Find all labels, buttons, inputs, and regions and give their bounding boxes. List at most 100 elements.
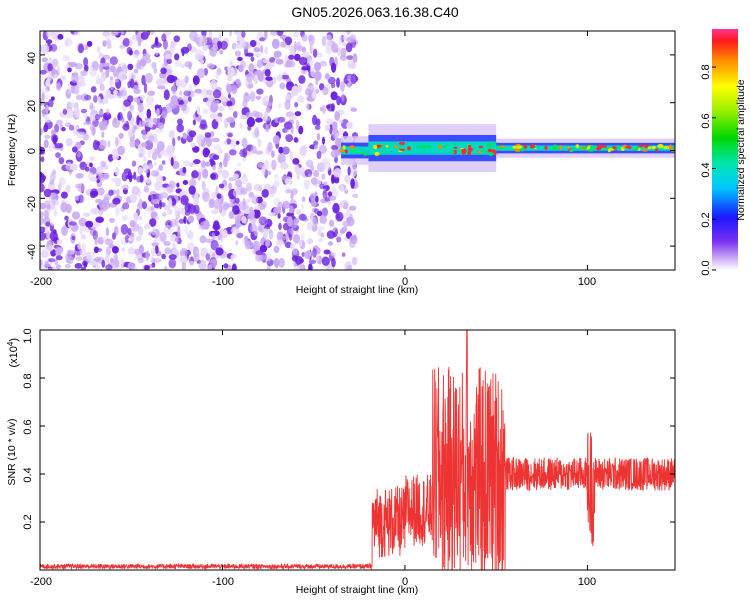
noise-speckle [259,37,266,42]
noise-speckle [197,138,201,148]
noise-speckle [148,119,154,128]
noise-speckle [227,132,233,138]
noise-speckle [288,115,297,120]
noise-speckle [299,264,306,270]
noise-speckle [256,41,261,49]
noise-speckle [84,112,88,120]
noise-speckle [184,75,189,84]
noise-speckle [201,160,206,168]
noise-speckle [319,183,325,190]
noise-speckle [265,107,271,113]
noise-speckle [239,114,247,120]
noise-speckle [298,125,304,135]
noise-speckle [68,124,75,131]
noise-speckle [196,105,201,115]
noise-speckle [235,179,243,188]
noise-speckle [145,94,154,106]
noise-speckle [101,131,105,138]
noise-speckle [223,263,229,269]
noise-speckle [245,198,253,203]
noise-speckle [221,169,230,179]
noise-speckle [156,174,163,184]
signal-peak [663,146,670,150]
noise-speckle [150,246,156,257]
noise-speckle [283,121,293,130]
noise-speckle [319,60,328,67]
noise-speckle [131,186,140,196]
noise-speckle [58,177,66,186]
noise-speckle [50,43,58,52]
noise-speckle [301,66,309,71]
noise-speckle [41,57,48,63]
noise-speckle [208,198,215,205]
noise-speckle [273,180,280,188]
noise-speckle [56,82,62,91]
signal-peak [552,147,558,151]
signal-peak [441,145,449,148]
signal-peak [607,148,612,153]
noise-speckle [321,35,326,47]
signal-peak [467,151,471,156]
noise-speckle [280,41,287,48]
noise-speckle [176,255,181,263]
noise-speckle [155,215,159,222]
noise-speckle [241,175,249,185]
noise-speckle [294,101,299,108]
noise-speckle [179,190,188,197]
noise-speckle [257,138,262,148]
noise-speckle [288,205,294,214]
noise-speckle [211,119,219,130]
noise-speckle [140,31,149,40]
noise-speckle [279,82,286,90]
noise-speckle [319,215,327,224]
top-xtick-label: 100 [578,276,596,288]
noise-speckle [192,75,200,86]
snr-scale-prefix: (x10 [8,346,20,367]
noise-speckle [210,172,219,181]
noise-speckle [166,145,174,155]
noise-speckle [45,39,53,45]
noise-speckle [226,83,233,94]
noise-speckle [203,220,210,230]
noise-speckle [205,100,212,106]
noise-region [40,31,359,270]
noise-speckle [276,74,283,81]
noise-speckle [67,67,72,73]
noise-speckle [229,60,233,66]
noise-speckle [210,79,218,90]
noise-speckle [111,148,118,156]
noise-speckle [144,72,153,84]
noise-speckle [113,89,117,99]
noise-speckle [252,209,261,219]
noise-speckle [350,107,358,112]
noise-speckle [43,188,52,198]
noise-speckle [50,201,56,207]
noise-speckle [300,203,304,210]
noise-speckle [349,62,357,69]
noise-speckle [174,98,179,109]
noise-speckle [153,161,157,167]
noise-speckle [202,108,209,115]
signal-peak [461,150,466,155]
noise-speckle [252,240,260,252]
noise-speckle [219,50,224,55]
noise-speckle [200,119,207,129]
noise-speckle [106,39,112,46]
noise-speckle [269,229,274,240]
noise-speckle [143,156,147,162]
noise-speckle [274,173,279,180]
noise-speckle [318,237,323,243]
noise-speckle [162,212,167,217]
noise-speckle [310,177,318,186]
top-ytick-label: -20 [26,196,38,212]
noise-speckle [308,259,317,265]
noise-speckle [80,248,87,257]
colorbar-tick-label: 0.4 [700,162,712,177]
noise-speckle [60,191,68,199]
noise-speckle [40,88,49,94]
signal-peak [363,152,369,156]
noise-speckle [40,226,46,233]
noise-speckle [107,140,111,148]
noise-speckle [212,164,217,171]
